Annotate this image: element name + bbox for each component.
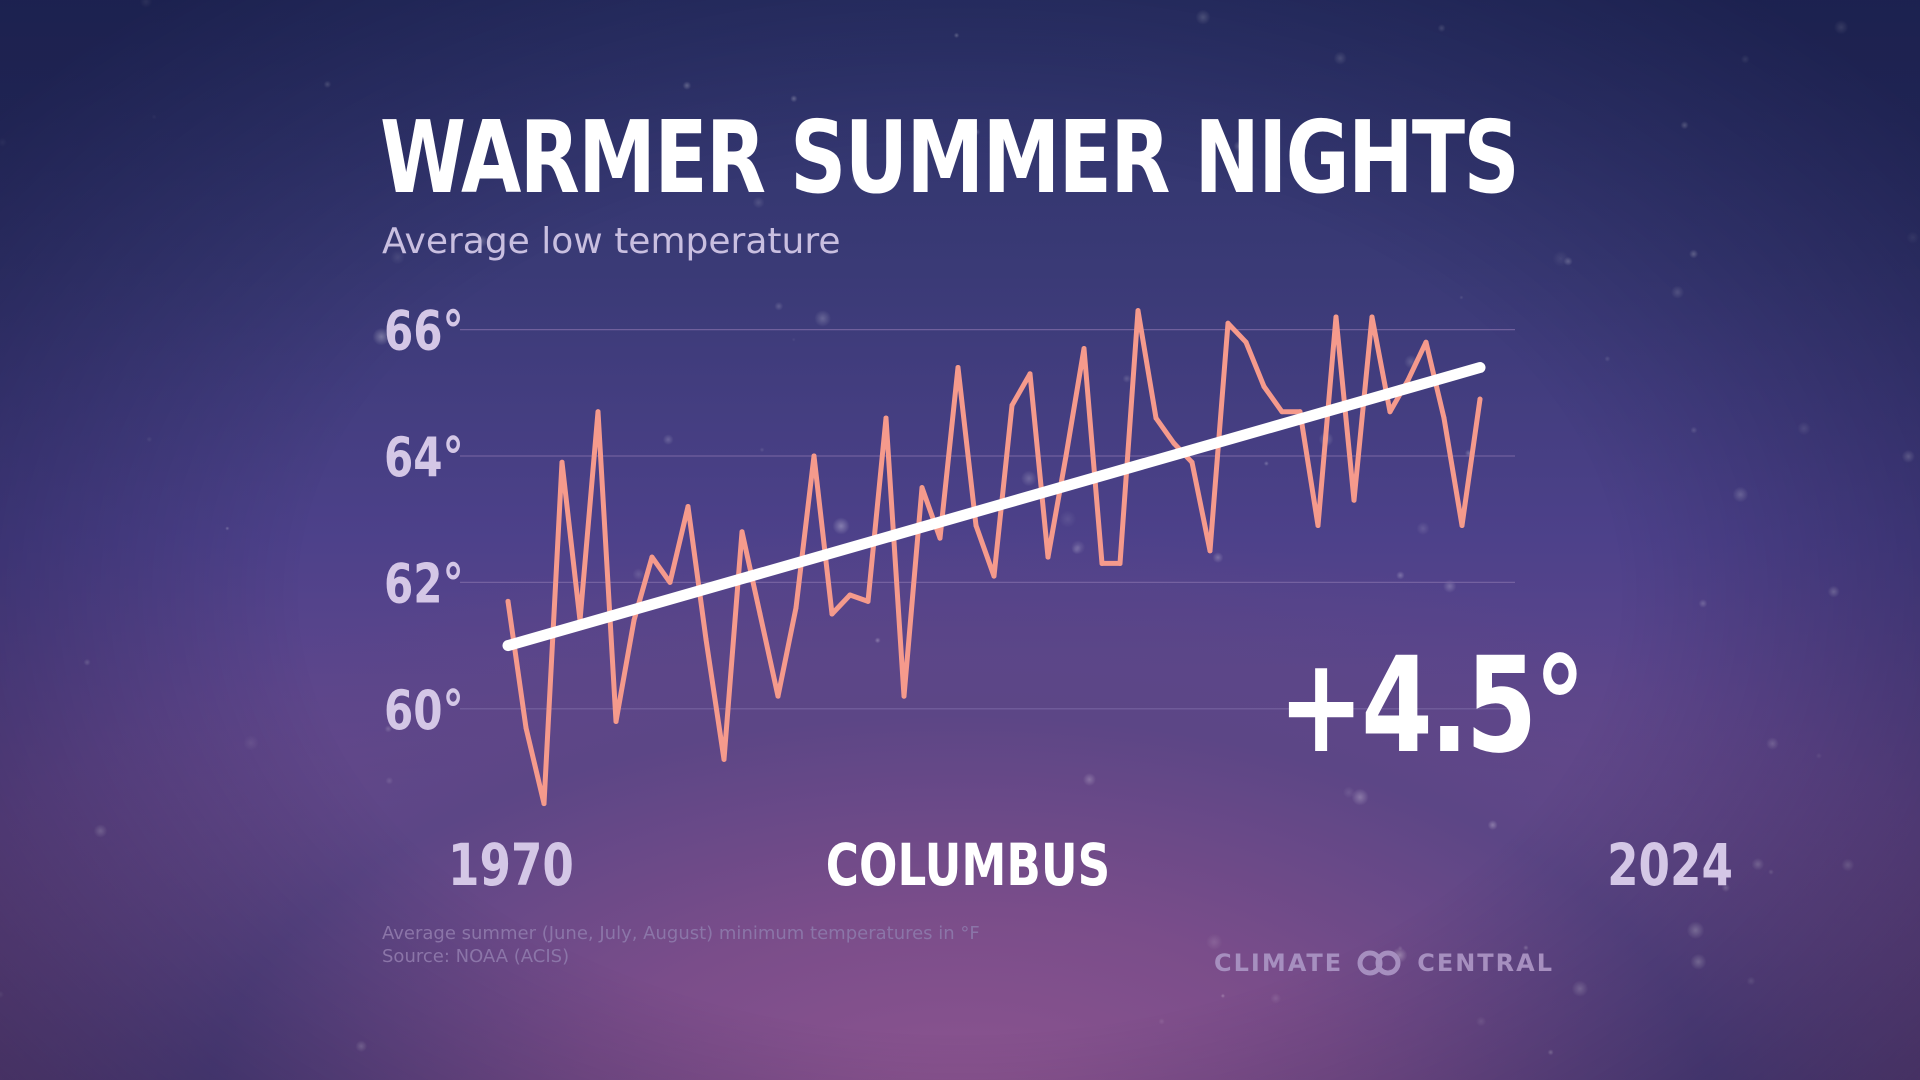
trend-line xyxy=(502,362,1486,652)
data-point xyxy=(757,611,763,617)
chart-subtitle: Average low temperature xyxy=(382,221,841,262)
data-point xyxy=(1207,548,1213,554)
data-point xyxy=(991,573,997,579)
data-point xyxy=(703,636,709,642)
data-point xyxy=(955,365,961,371)
data-point xyxy=(793,605,799,611)
data-point xyxy=(631,617,637,623)
data-point xyxy=(1063,453,1069,459)
footnote: Average summer (June, July, August) mini… xyxy=(382,922,980,968)
data-point xyxy=(1459,523,1465,529)
data-point xyxy=(1009,402,1015,408)
data-point xyxy=(937,535,943,541)
data-point xyxy=(1261,383,1267,389)
data-point xyxy=(883,415,889,421)
data-point xyxy=(685,504,691,510)
footnote-source: Source: NOAA (ACIS) xyxy=(382,946,570,967)
data-point xyxy=(1441,415,1447,421)
data-point xyxy=(739,529,745,535)
data-point xyxy=(559,459,565,465)
climate-central-logo: CLIMATE CENTRAL xyxy=(1214,948,1554,978)
data-point xyxy=(973,523,979,529)
data-point xyxy=(901,693,907,699)
data-point xyxy=(667,579,673,585)
chart-title: WARMER SUMMER NIGHTS xyxy=(380,99,1520,216)
data-point xyxy=(1405,377,1411,383)
data-point xyxy=(1315,523,1321,529)
data-point xyxy=(1135,308,1141,314)
logo-text-central: CENTRAL xyxy=(1417,949,1555,977)
y-tick-label: 64° xyxy=(384,427,464,489)
data-point xyxy=(1153,415,1159,421)
linked-rings-icon xyxy=(1353,950,1405,976)
data-point xyxy=(1117,560,1123,566)
data-point xyxy=(865,598,871,604)
data-point xyxy=(505,598,511,604)
data-point xyxy=(1243,339,1249,345)
data-point xyxy=(1477,396,1483,402)
data-point xyxy=(1369,314,1375,320)
data-point xyxy=(649,554,655,560)
footnote-description: Average summer (June, July, August) mini… xyxy=(382,923,980,944)
data-point xyxy=(595,409,601,415)
y-tick-label: 62° xyxy=(384,553,464,615)
data-point xyxy=(1333,314,1339,320)
y-tick-label: 66° xyxy=(384,301,464,363)
data-point xyxy=(541,801,547,807)
temperature-change-label: +4.5° xyxy=(1278,629,1586,783)
y-tick-label: 60° xyxy=(384,680,464,742)
data-point xyxy=(1387,409,1393,415)
data-point xyxy=(829,611,835,617)
data-point xyxy=(1225,320,1231,326)
data-point xyxy=(1171,440,1177,446)
data-point xyxy=(919,485,925,491)
x-axis-start-year: 1970 xyxy=(448,831,574,899)
location-label: COLUMBUS xyxy=(825,831,1111,899)
logo-text-climate: CLIMATE xyxy=(1214,949,1344,977)
data-point xyxy=(1279,409,1285,415)
data-point xyxy=(811,453,817,459)
data-point xyxy=(847,592,853,598)
data-point xyxy=(721,756,727,762)
data-point xyxy=(1027,371,1033,377)
data-point xyxy=(523,725,529,731)
data-point xyxy=(1099,560,1105,566)
data-point xyxy=(1189,459,1195,465)
data-point xyxy=(1045,554,1051,560)
data-point xyxy=(1351,497,1357,503)
data-point xyxy=(1423,339,1429,345)
data-point xyxy=(613,718,619,724)
data-point xyxy=(775,693,781,699)
data-point xyxy=(1081,346,1087,352)
x-axis-end-year: 2024 xyxy=(1607,831,1733,899)
